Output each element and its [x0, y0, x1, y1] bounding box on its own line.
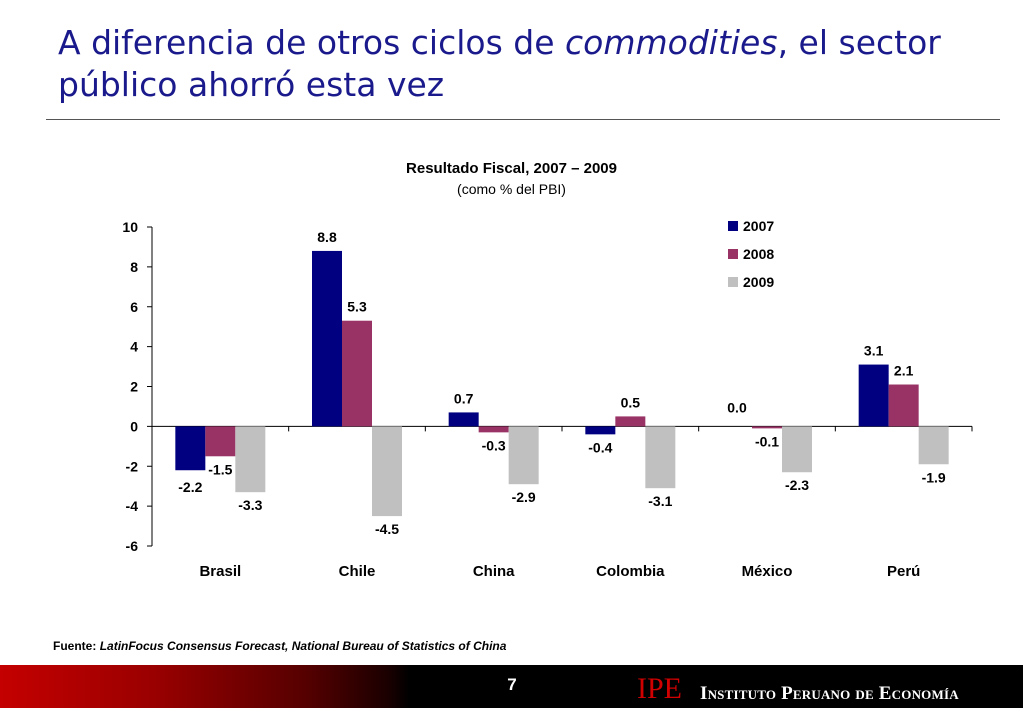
data-label: -0.4	[588, 439, 612, 455]
y-tick-label: -4	[126, 498, 139, 514]
bar-2008-china	[478, 426, 509, 433]
y-tick-label: 6	[130, 299, 138, 315]
title-italic: commodities	[565, 23, 778, 62]
source-text: LatinFocus Consensus Forecast, National …	[99, 639, 507, 653]
data-label: -2.3	[785, 477, 809, 493]
y-tick-label: -2	[126, 458, 139, 474]
bar-2008-chile	[342, 320, 372, 427]
legend-swatch-2007	[728, 221, 738, 231]
y-tick-label: 4	[130, 339, 138, 355]
data-label: -1.9	[922, 469, 946, 485]
bar-2009-colombia	[645, 426, 676, 489]
title-divider	[46, 119, 1000, 120]
bar-2009-méxico	[782, 426, 812, 473]
data-label: -1.5	[208, 461, 232, 477]
bar-2009-perú	[918, 426, 949, 465]
legend-label: 2007	[743, 218, 774, 234]
data-label: 0.0	[727, 399, 747, 415]
title-part-2: , el sector público ahorró esta vez	[58, 23, 941, 104]
bar-2009-chile	[372, 426, 402, 517]
x-tick-label: Colombia	[596, 563, 665, 580]
legend-swatch-2008	[728, 249, 738, 259]
x-tick-label: Chile	[339, 563, 376, 580]
x-tick-label: Brasil	[199, 563, 241, 580]
data-label: -3.3	[238, 497, 262, 513]
data-label: 2.1	[894, 363, 914, 379]
x-tick-label: China	[473, 563, 515, 580]
data-label: -0.3	[482, 437, 506, 453]
data-label: -2.2	[178, 479, 202, 495]
y-tick-label: 10	[122, 219, 138, 235]
footer-bar	[0, 665, 1023, 708]
x-tick-label: Perú	[887, 563, 920, 580]
legend-label: 2009	[743, 274, 774, 290]
data-label: 0.5	[621, 394, 641, 410]
slide-title: A diferencia de otros ciclos de commodit…	[58, 22, 978, 106]
data-label: -4.5	[375, 521, 399, 537]
data-label: 8.8	[317, 229, 337, 245]
data-label: 5.3	[347, 299, 367, 315]
source-label: Fuente:	[53, 639, 97, 653]
bar-2007-perú	[858, 364, 889, 427]
bar-2007-chile	[312, 250, 342, 427]
data-label: -0.1	[755, 433, 779, 449]
source-note: Fuente: LatinFocus Consensus Forecast, N…	[53, 639, 506, 653]
bar-2009-brasil	[235, 426, 266, 493]
chart-title: Resultado Fiscal, 2007 – 2009	[406, 160, 617, 177]
y-tick-label: 2	[130, 379, 138, 395]
bar-2007-brasil	[175, 426, 206, 471]
chart-subtitle: (como % del PBI)	[457, 181, 566, 197]
data-label: -3.1	[648, 493, 672, 509]
organization-name: Instituto Peruano de Economía	[700, 683, 959, 704]
bar-2008-perú	[888, 384, 919, 427]
page-number: 7	[507, 675, 517, 694]
bar-2008-brasil	[205, 426, 236, 457]
y-tick-label: 0	[130, 418, 138, 434]
bar-2008-colombia	[615, 416, 646, 427]
data-label: 3.1	[864, 343, 884, 359]
y-tick-label: -6	[126, 538, 139, 554]
bar-2007-colombia	[585, 426, 616, 435]
bar-chart: 10 8 6 4 2 0 -2 -4 -6 -2.2 -1.5 -3.3 Brasil 8.8 5.3 -4.…	[122, 218, 973, 580]
legend-label: 2008	[743, 246, 774, 262]
bar-2008-méxico	[752, 426, 782, 429]
y-tick-label: 8	[130, 259, 138, 275]
title-part-1: A diferencia de otros ciclos de	[58, 23, 566, 62]
data-label: -2.9	[512, 489, 536, 505]
data-label: 0.7	[454, 390, 474, 406]
ipe-logo: IPE	[637, 672, 682, 705]
x-tick-label: México	[742, 563, 793, 580]
bar-2009-china	[508, 426, 539, 485]
legend-swatch-2009	[728, 277, 738, 287]
bar-2007-china	[448, 412, 479, 427]
